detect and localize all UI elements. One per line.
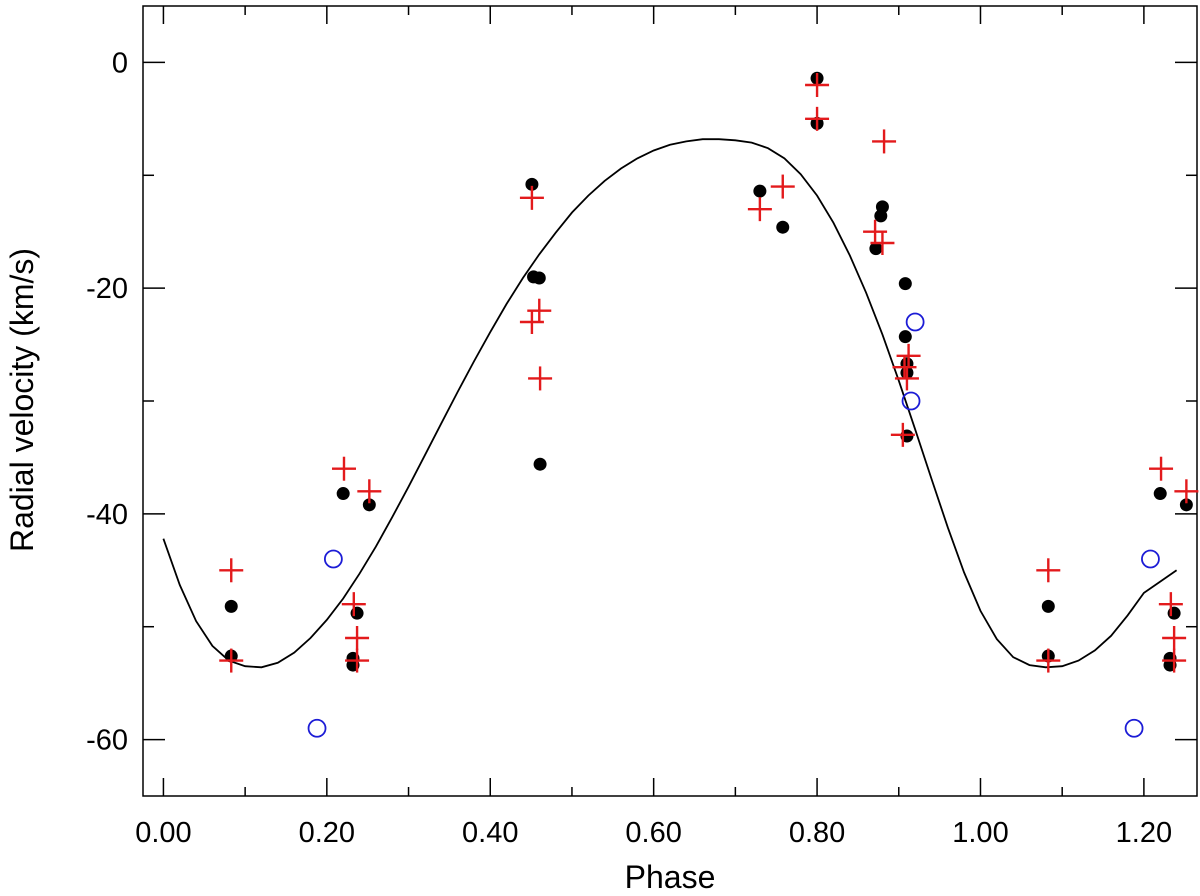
data-points-layer — [219, 71, 1199, 738]
cross-point — [892, 355, 917, 380]
cross-point — [747, 197, 772, 222]
filled-circle-point — [1153, 487, 1167, 501]
y-tick-label: 0 — [112, 47, 128, 79]
axis-tick-labels: 0.00 0.20 0.40 0.60 0.80 1.00 1.20 0 -20 -40 -60 — [86, 47, 1172, 849]
filled-circle-point — [533, 457, 547, 471]
filled-circle-point — [875, 200, 889, 214]
filled-circle-point — [532, 271, 546, 285]
cross-point — [357, 479, 382, 504]
x-tick-label: 0.60 — [625, 817, 681, 849]
open-circle-point — [1124, 718, 1144, 738]
x-tick-label: 0.40 — [462, 817, 518, 849]
cross-point — [1036, 648, 1061, 673]
filled-circle-point — [350, 606, 364, 620]
x-tick-label: 0.20 — [299, 817, 355, 849]
open-circle-point — [323, 549, 343, 569]
filled-circle-point — [1167, 606, 1181, 620]
cross-point — [219, 648, 244, 673]
open-circle-point — [901, 391, 921, 411]
cross-point — [894, 366, 919, 391]
open-circle-point — [307, 718, 327, 738]
filled-circle-point — [525, 177, 539, 191]
cross-point — [805, 106, 830, 131]
cross-point — [890, 422, 915, 447]
cross-point — [519, 185, 544, 210]
cross-point — [527, 298, 552, 323]
open-circle-point — [1141, 549, 1160, 569]
cross-point — [219, 558, 244, 583]
filled-circle-point — [898, 330, 912, 344]
x-axis-title: Phase — [625, 859, 716, 895]
y-axis-title: Radial velocity (km/s) — [4, 248, 40, 552]
fit-curve-line — [162, 138, 1178, 669]
cross-point — [870, 231, 895, 255]
filled-circle-point — [1041, 599, 1055, 613]
cross-point — [1162, 626, 1187, 650]
filled-circle-point — [224, 599, 238, 613]
filled-circle-point — [1179, 498, 1193, 512]
filled-circle-point — [869, 242, 883, 256]
filled-circle-point — [776, 220, 790, 234]
x-tick-label: 0.00 — [135, 817, 191, 849]
cross-point — [345, 648, 370, 673]
x-tick-label: 0.80 — [789, 817, 845, 849]
fit-curve-layer — [162, 138, 1178, 669]
cross-point — [1162, 648, 1187, 673]
cross-point — [331, 456, 356, 481]
cross-point — [528, 366, 553, 391]
filled-circle-point — [898, 277, 912, 291]
cross-point — [1036, 558, 1061, 583]
cross-point — [805, 73, 830, 97]
y-tick-label: -40 — [86, 499, 128, 531]
filled-circle-point — [362, 498, 376, 512]
filled-circle-point — [753, 184, 767, 198]
cross-point — [345, 626, 370, 650]
axis-ticks — [143, 6, 1197, 796]
y-tick-label: -20 — [86, 273, 128, 305]
cross-point — [1158, 592, 1183, 617]
y-tick-label: -60 — [86, 725, 128, 757]
cross-point — [770, 174, 795, 199]
x-tick-label: 1.00 — [952, 817, 1008, 849]
cross-point — [896, 343, 921, 368]
filled-circle-point — [336, 487, 350, 501]
x-tick-label: 1.20 — [1116, 817, 1172, 849]
cross-point — [1149, 456, 1174, 481]
open-circle-point — [905, 312, 925, 332]
cross-point — [341, 592, 366, 617]
plot-frame — [142, 5, 1198, 797]
cross-point — [872, 129, 897, 154]
cross-point — [1174, 479, 1199, 504]
